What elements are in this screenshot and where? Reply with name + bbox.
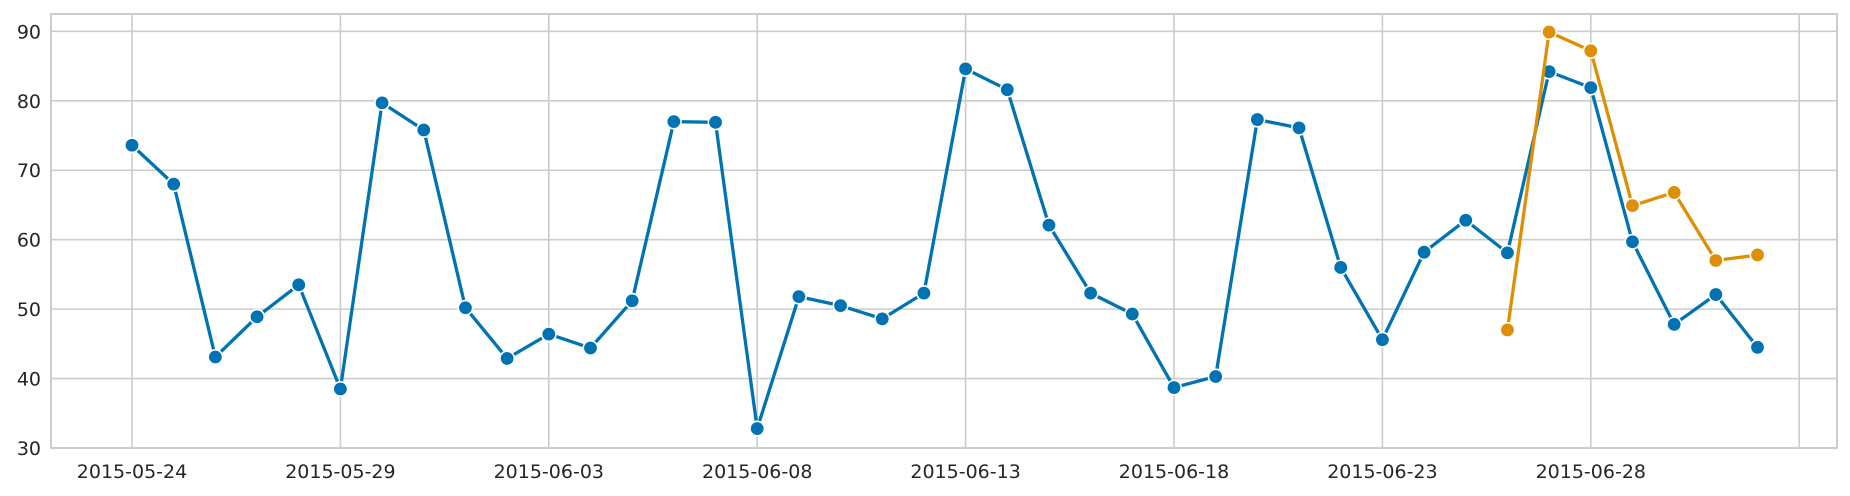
data-point xyxy=(1666,316,1683,333)
data-point xyxy=(707,114,724,131)
data-point xyxy=(1124,305,1141,322)
x-tick-label: 2015-06-18 xyxy=(1119,461,1229,483)
data-point xyxy=(124,137,141,154)
data-point xyxy=(1291,119,1308,136)
series-2 xyxy=(1499,24,1766,338)
data-point xyxy=(415,121,432,138)
data-point xyxy=(374,94,391,111)
data-point xyxy=(540,326,557,343)
data-point xyxy=(1707,286,1724,303)
plot-area-frame xyxy=(50,13,1838,449)
data-point xyxy=(874,310,891,327)
data-point xyxy=(790,288,807,305)
data-point xyxy=(832,297,849,314)
y-gridlines xyxy=(51,30,1837,449)
y-axis-tick-labels: 30 40 50 60 70 80 90 xyxy=(17,21,41,460)
data-point xyxy=(665,113,682,130)
data-point xyxy=(1749,339,1766,356)
x-tick-label: 2015-06-28 xyxy=(1536,461,1646,483)
y-tick-label: 60 xyxy=(17,230,41,252)
y-tick-label: 30 xyxy=(17,438,41,460)
data-point xyxy=(582,340,599,357)
x-tick-label: 2015-06-23 xyxy=(1327,461,1437,483)
x-tick-label: 2015-06-03 xyxy=(494,461,604,483)
x-tick-label: 2015-06-08 xyxy=(702,461,812,483)
x-axis-tick-labels: 2015-05-24 2015-05-29 2015-06-03 2015-06-08… xyxy=(77,461,1646,483)
x-tick-label: 2015-05-29 xyxy=(285,461,395,483)
y-tick-label: 40 xyxy=(17,369,41,391)
data-point xyxy=(1040,217,1057,234)
data-point xyxy=(1582,42,1599,59)
y-tick-label: 70 xyxy=(17,160,41,182)
data-point xyxy=(1749,246,1766,263)
data-point xyxy=(1249,111,1266,128)
series-1 xyxy=(124,60,1766,437)
data-point xyxy=(165,176,182,193)
data-point xyxy=(1332,259,1349,276)
data-point xyxy=(1416,244,1433,261)
data-point xyxy=(249,308,266,325)
x-tick-label: 2015-05-24 xyxy=(77,461,187,483)
y-tick-label: 90 xyxy=(17,21,41,43)
data-point xyxy=(1666,184,1683,201)
y-tick-label: 50 xyxy=(17,299,41,321)
data-point xyxy=(1166,379,1183,396)
data-point xyxy=(207,349,224,366)
series-layer xyxy=(124,24,1766,437)
y-tick-label: 80 xyxy=(17,91,41,113)
data-point xyxy=(1582,79,1599,96)
x-gridlines xyxy=(131,14,1800,448)
data-point xyxy=(332,380,349,397)
data-point xyxy=(749,420,766,437)
data-point xyxy=(457,299,474,316)
data-point xyxy=(624,292,641,309)
data-point xyxy=(1624,233,1641,250)
data-point xyxy=(1624,197,1641,214)
data-point xyxy=(1707,252,1724,269)
series-line xyxy=(130,67,1760,431)
data-point xyxy=(915,285,932,302)
data-point xyxy=(1082,285,1099,302)
data-point xyxy=(957,60,974,77)
data-point xyxy=(499,350,516,367)
data-point xyxy=(1207,368,1224,385)
data-point xyxy=(1374,331,1391,348)
x-tick-label: 2015-06-13 xyxy=(910,461,1020,483)
data-point xyxy=(1457,212,1474,229)
data-point xyxy=(999,81,1016,98)
data-point xyxy=(1499,321,1516,338)
data-point xyxy=(1499,244,1516,261)
data-point xyxy=(290,276,307,293)
data-point xyxy=(1541,24,1558,41)
